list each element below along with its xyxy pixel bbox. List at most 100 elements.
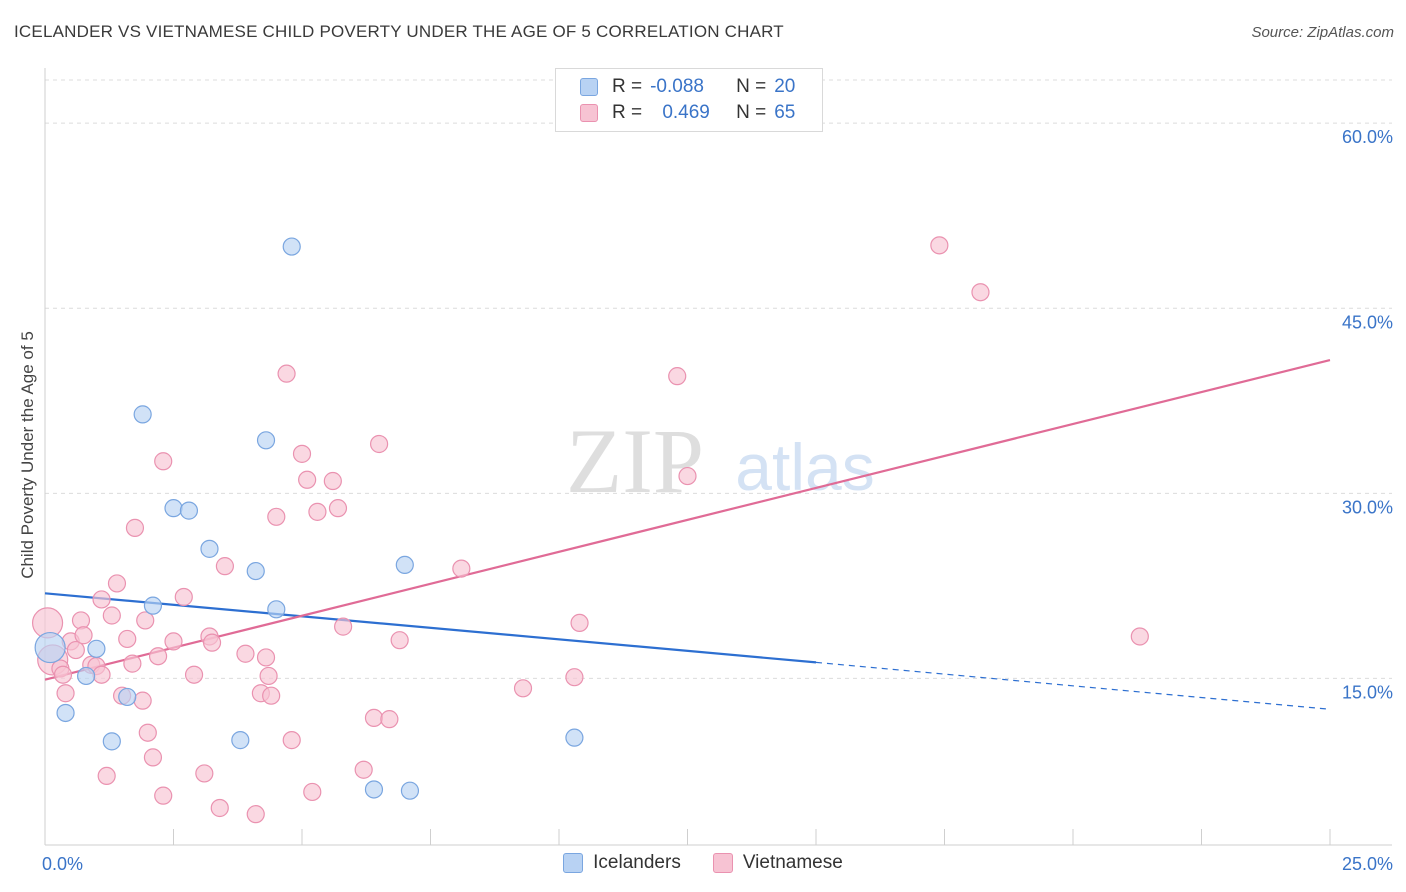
vietnamese-point <box>53 665 73 684</box>
bottom-legend: Icelanders Vietnamese <box>0 852 1406 874</box>
vietnamese-point <box>354 760 373 779</box>
vietnamese-point <box>668 367 687 386</box>
icelander-point <box>56 703 75 723</box>
icelander-point <box>200 539 219 558</box>
icelander-point <box>565 728 584 747</box>
vietnamese-point <box>390 631 409 650</box>
vietnamese-point <box>102 606 121 625</box>
icelanders-r-label: R = <box>612 76 643 97</box>
watermark-atlas: atlas <box>735 430 874 504</box>
x-tick-label: 0.0% <box>42 854 83 874</box>
vietnamese-r-value: 0.469 <box>662 102 710 123</box>
vietnamese-point <box>136 611 155 630</box>
icelander-point <box>256 431 276 450</box>
vietnamese-point <box>148 647 168 666</box>
icelanders-r-value: -0.088 <box>650 76 704 97</box>
y-tick-label: 45.0% <box>1342 312 1393 332</box>
legend-icelanders-label: Icelanders <box>593 852 681 873</box>
y-axis-label: Child Poverty Under the Age of 5 <box>18 331 37 579</box>
vietnamese-point <box>138 723 157 742</box>
icelander-point <box>282 237 301 256</box>
y-tick-label: 60.0% <box>1342 127 1393 147</box>
vietnamese-point <box>92 665 111 684</box>
vietnamese-n-label: N = <box>736 102 767 123</box>
icelander-point <box>34 631 66 664</box>
vietnamese-n-value: 65 <box>774 102 796 123</box>
vietnamese-point <box>118 629 137 649</box>
icelander-point <box>364 780 384 799</box>
vietnamese-point <box>292 444 312 463</box>
vietnamese-point <box>107 574 127 593</box>
trend-layer <box>44 359 1331 710</box>
points-layer <box>31 236 1149 824</box>
vietnamese-point <box>133 691 152 710</box>
vietnamese-point <box>308 502 327 521</box>
vietnamese-point <box>154 452 173 471</box>
vietnamese-point <box>282 731 301 750</box>
icelanders-n-value: 20 <box>774 76 796 97</box>
vietnamese-point <box>56 684 75 703</box>
legend-vietnamese-label: Vietnamese <box>742 852 843 873</box>
vietnamese-point <box>380 710 399 729</box>
icelander-point <box>231 731 250 750</box>
vietnamese-point <box>364 708 384 728</box>
vietnamese-point <box>174 587 193 607</box>
stats-legend: R = -0.088 N = 20 R = 0.469 N = 65 <box>555 68 823 132</box>
vietnamese-point <box>143 748 163 767</box>
grid-layer <box>45 79 1392 679</box>
vietnamese-point <box>1130 627 1149 646</box>
icelander-point <box>395 555 414 575</box>
vietnamese-r-label: R = <box>612 102 643 123</box>
vietnamese-point <box>262 686 281 705</box>
legend-vietnamese-swatch <box>712 853 733 873</box>
vietnamese-point <box>164 632 183 651</box>
vietnamese-point <box>215 557 234 576</box>
vietnamese-point <box>184 665 204 684</box>
vietnamese-point <box>202 633 222 652</box>
vietnamese-point <box>74 626 93 645</box>
icelander-point <box>143 596 163 615</box>
vietnamese-point <box>246 805 265 824</box>
icelander-point <box>118 687 137 707</box>
vietnamese-point <box>328 499 348 518</box>
vietnamese-point <box>66 640 85 660</box>
vietnamese-point <box>303 782 322 802</box>
icelander-point <box>400 781 420 800</box>
chart-title: ICELANDER VS VIETNAMESE CHILD POVERTY UN… <box>14 22 784 41</box>
vietnamese-point <box>123 654 142 673</box>
vietnamese-point <box>267 507 286 526</box>
icelanders-trendline-extension <box>815 661 1331 710</box>
vietnamese-point <box>125 518 145 537</box>
vietnamese-point <box>565 668 584 687</box>
icelander-point <box>77 666 96 686</box>
watermark: ZIP atlas <box>566 410 875 512</box>
vietnamese-point <box>971 283 990 302</box>
vietnamese-point <box>678 466 697 486</box>
vietnamese-trendline <box>44 359 1331 681</box>
vietnamese-point <box>513 679 533 698</box>
source-credit: Source: ZipAtlas.com <box>1251 24 1394 41</box>
x-tick-label: 25.0% <box>1342 854 1393 874</box>
vietnamese-point <box>334 617 353 636</box>
legend-item-vietnamese[interactable]: Vietnamese <box>712 852 843 874</box>
vietnamese-point <box>256 648 276 667</box>
icelanders-trendline <box>44 592 817 664</box>
vietnamese-point <box>97 766 116 786</box>
vietnamese-point <box>210 798 229 818</box>
y-tick-label: 15.0% <box>1342 682 1393 702</box>
vietnamese-point <box>154 786 173 805</box>
vietnamese-point <box>930 236 949 255</box>
vietnamese-point <box>92 590 111 609</box>
icelander-point <box>246 561 265 581</box>
icelander-point <box>102 732 121 751</box>
legend-item-icelanders[interactable]: Icelanders <box>563 852 681 874</box>
stats-row-vietnamese: R = 0.469 N = 65 <box>580 100 795 126</box>
stats-row-icelanders: R = -0.088 N = 20 <box>580 74 795 100</box>
icelander-point <box>179 501 199 520</box>
vietnamese-point <box>71 611 91 630</box>
vietnamese-point <box>277 364 296 383</box>
legend-icelanders-swatch <box>563 853 584 873</box>
labels-layer: 15.0% 30.0% 45.0% 60.0% 0.0% 25.0% Child Pover… <box>18 127 1393 874</box>
icelander-point <box>164 499 183 518</box>
